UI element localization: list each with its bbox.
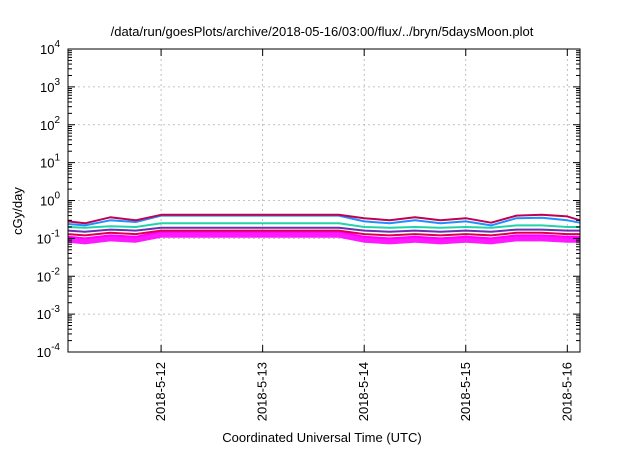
y-tick-label: 10-3: [37, 304, 61, 322]
y-tick-label: 102: [40, 115, 60, 133]
chart-title: /data/run/goesPlots/archive/2018-05-16/0…: [111, 24, 534, 39]
y-tick-label: 10-4: [37, 342, 61, 360]
x-tick-label: 2018-5-12: [153, 362, 168, 421]
y-tick-label: 104: [40, 39, 60, 57]
y-tick-label: 10-2: [37, 266, 61, 284]
y-tick-label: 101: [40, 153, 60, 171]
y-axis-label: cGy/day: [10, 187, 25, 235]
x-tick-label: 2018-5-14: [356, 362, 371, 421]
x-tick-label: 2018-5-13: [255, 362, 270, 421]
series-2-line: [67, 229, 580, 237]
x-tick-label: 2018-5-15: [458, 362, 473, 421]
tick-marks: [68, 48, 580, 353]
series-1-line: [67, 230, 580, 240]
tick-labels: 10-4 10-3 10-2 10-1 100 101 102 103 104 2018-5-12…: [37, 39, 575, 421]
x-tick-label: 2018-5-16: [559, 362, 574, 421]
y-tick-label: 103: [40, 77, 60, 95]
series-5-line: [67, 214, 581, 227]
series-4-line: [67, 222, 580, 229]
series-1-band: [68, 231, 580, 245]
x-axis-label: Coordinated Universal Time (UTC): [222, 430, 421, 445]
y-tick-label: 100: [40, 191, 60, 209]
y-tick-label: 10-1: [37, 228, 61, 246]
series-layer: [67, 213, 581, 245]
series-3-line: [67, 226, 580, 233]
series-6-line: [67, 213, 581, 225]
